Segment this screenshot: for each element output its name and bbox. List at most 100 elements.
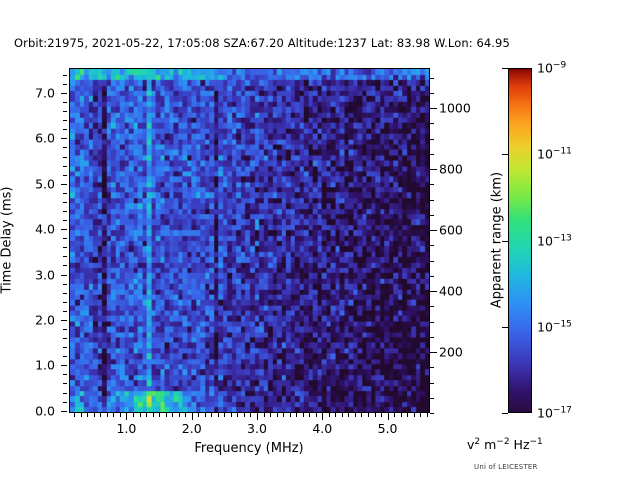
x-tick-major bbox=[191, 413, 193, 420]
y-tick-minor bbox=[62, 102, 67, 104]
y-tick-major bbox=[60, 274, 67, 276]
x-tick-minor bbox=[315, 413, 317, 417]
y-tick-minor bbox=[62, 210, 67, 212]
x-tick-label: 5.0 bbox=[377, 421, 398, 436]
y-tick-minor bbox=[62, 238, 67, 240]
right-y-tick-minor bbox=[430, 336, 434, 338]
right-y-tick-major bbox=[430, 169, 437, 171]
x-tick-minor bbox=[335, 413, 337, 417]
y-tick-minor bbox=[62, 147, 67, 149]
y-tick-major bbox=[60, 138, 67, 140]
y-tick-minor bbox=[62, 220, 67, 222]
x-tick-minor bbox=[302, 413, 304, 417]
y-tick-major bbox=[60, 319, 67, 321]
x-tick-minor bbox=[100, 413, 102, 417]
y-tick-minor bbox=[62, 129, 67, 131]
x-tick-minor bbox=[185, 413, 187, 417]
y-tick-label: 7.0 bbox=[35, 85, 55, 101]
x-tick-minor bbox=[374, 413, 376, 417]
x-tick-major bbox=[387, 413, 389, 420]
y-tick-label: 6.0 bbox=[35, 130, 55, 146]
x-tick-minor bbox=[250, 413, 252, 417]
y-tick-minor bbox=[62, 347, 67, 349]
ionogram-axes bbox=[69, 68, 430, 413]
colorbar-unit-base: v bbox=[467, 437, 475, 452]
x-tick-minor bbox=[296, 413, 298, 417]
y-tick-minor bbox=[62, 165, 67, 167]
x-tick-minor bbox=[341, 413, 343, 417]
x-tick-minor bbox=[74, 413, 76, 417]
y-tick-minor bbox=[62, 401, 67, 403]
x-tick-major bbox=[257, 413, 258, 420]
x-tick-label: 3.0 bbox=[247, 421, 267, 436]
x-tick-minor bbox=[159, 413, 161, 417]
y-tick-label: 5.0 bbox=[35, 176, 55, 192]
y-tick-minor bbox=[62, 374, 67, 376]
colorbar-tick-label: 10−9 bbox=[537, 60, 567, 76]
x-tick-minor bbox=[119, 413, 121, 417]
colorbar-unit-label: v2 m−2 Hz−1 bbox=[467, 436, 543, 452]
x-tick-minor bbox=[152, 413, 154, 417]
x-tick-minor bbox=[113, 413, 115, 417]
x-tick-major bbox=[126, 413, 128, 420]
y-tick-minor bbox=[62, 292, 67, 294]
figure-title: Orbit:21975, 2021-05-22, 17:05:08 SZA:67… bbox=[14, 36, 510, 50]
right-y-tick-minor bbox=[430, 199, 434, 201]
y-tick-minor bbox=[62, 329, 67, 331]
x-tick-major bbox=[322, 413, 324, 420]
right-y-tick-minor bbox=[430, 306, 434, 308]
right-y-tick-minor bbox=[430, 184, 434, 186]
x-tick-minor bbox=[165, 413, 167, 417]
right-y-tick-major bbox=[430, 291, 437, 293]
x-tick-minor bbox=[328, 413, 330, 417]
institution-credit: Uni of LEICESTER bbox=[474, 463, 538, 471]
colorbar bbox=[508, 68, 532, 413]
x-tick-minor bbox=[243, 413, 245, 417]
x-tick-minor bbox=[420, 413, 422, 417]
colorbar-unit-exp-3: −1 bbox=[529, 436, 543, 447]
x-tick-minor bbox=[198, 413, 200, 417]
y-tick-major bbox=[60, 229, 67, 231]
y-tick-minor bbox=[62, 301, 67, 303]
x-tick-minor bbox=[270, 413, 272, 417]
x-tick-minor bbox=[361, 413, 363, 417]
right-y-tick-minor bbox=[430, 275, 434, 277]
right-y-tick-minor bbox=[430, 214, 434, 216]
y-tick-label: 2.0 bbox=[35, 312, 55, 328]
colorbar-unit-exp-2: −2 bbox=[496, 436, 510, 447]
x-tick-minor bbox=[132, 413, 134, 417]
y-tick-major bbox=[60, 410, 67, 412]
x-tick-minor bbox=[400, 413, 402, 417]
y-tick-minor bbox=[62, 392, 67, 394]
colorbar-tick-label: 10−15 bbox=[537, 319, 572, 335]
x-tick-minor bbox=[407, 413, 409, 417]
y-tick-minor bbox=[62, 265, 67, 267]
right-y-tick-label: 200 bbox=[439, 344, 463, 360]
y-tick-minor bbox=[62, 201, 67, 203]
x-tick-minor bbox=[381, 413, 383, 417]
right-y-tick-label: 600 bbox=[439, 222, 463, 238]
right-y-tick-minor bbox=[430, 153, 434, 155]
right-y-tick-minor bbox=[430, 245, 434, 247]
y-tick-minor bbox=[62, 174, 67, 176]
y-tick-minor bbox=[62, 111, 67, 113]
x-tick-minor bbox=[354, 413, 356, 417]
x-tick-minor bbox=[211, 413, 213, 417]
right-y-tick-minor bbox=[430, 77, 434, 79]
right-y-tick-major bbox=[430, 108, 437, 110]
x-tick-minor bbox=[426, 413, 428, 417]
y-tick-major bbox=[60, 365, 67, 367]
x-tick-minor bbox=[237, 413, 239, 417]
y-tick-label: 0.0 bbox=[35, 403, 55, 419]
x-tick-minor bbox=[367, 413, 369, 417]
colorbar-tick bbox=[502, 154, 508, 156]
y-tick-minor bbox=[62, 247, 67, 249]
x-tick-minor bbox=[139, 413, 141, 417]
y-tick-minor bbox=[62, 156, 67, 158]
y-tick-major bbox=[60, 92, 67, 94]
ionogram-heatmap bbox=[70, 69, 429, 412]
colorbar-tick bbox=[502, 326, 508, 328]
y-tick-minor bbox=[62, 356, 67, 358]
x-axis-title: Frequency (MHz) bbox=[194, 441, 304, 456]
x-tick-minor bbox=[146, 413, 148, 417]
